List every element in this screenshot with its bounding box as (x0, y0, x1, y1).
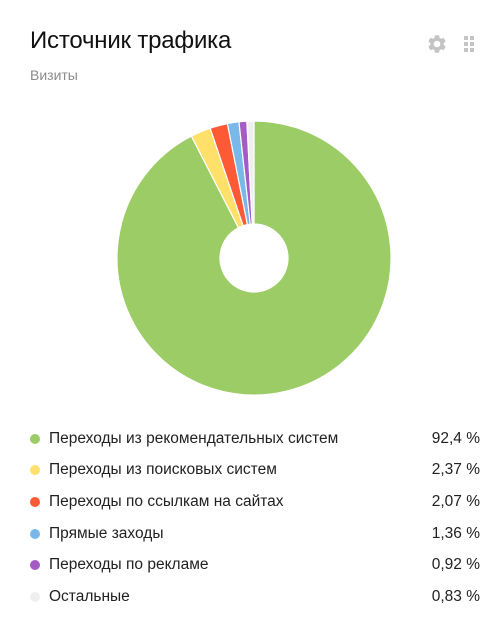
legend-label: Переходы из поисковых систем (49, 461, 277, 479)
legend-value: 1,36 % (431, 524, 480, 542)
legend-item[interactable]: Прямые заходы 1,36 % (30, 518, 480, 550)
pie-slice-5[interactable] (246, 120, 255, 225)
pie-slice-0[interactable] (116, 120, 392, 396)
legend-value: 0,92 % (431, 556, 480, 574)
legend-value: 2,37 % (431, 461, 480, 479)
legend-item[interactable]: Переходы из рекомендательных систем 92,4 … (30, 423, 480, 455)
legend-label: Остальные (49, 587, 130, 605)
legend-value: 0,83 % (431, 587, 480, 605)
legend-label: Переходы по ссылкам на сайтах (49, 492, 284, 510)
drag-handle-icon (464, 36, 474, 52)
legend-item[interactable]: Остальные 0,83 % (30, 581, 480, 613)
gear-icon (428, 35, 446, 53)
widget-subtitle: Визиты (30, 67, 78, 83)
legend-item[interactable]: Переходы из поисковых систем 2,37 % (30, 455, 480, 487)
legend-label: Переходы из рекомендательных систем (49, 429, 339, 447)
legend-item[interactable]: Переходы по рекламе 0,92 % (30, 549, 480, 581)
legend-value: 92,4 % (431, 429, 480, 447)
legend-dot-icon (30, 591, 40, 602)
legend-dot-icon (30, 528, 40, 539)
widget-toolbar (426, 33, 480, 55)
drag-handle-button[interactable] (458, 33, 480, 55)
legend-dot-icon (30, 433, 40, 444)
legend-dot-icon (30, 496, 40, 507)
donut-chart (116, 120, 392, 396)
legend-dot-icon (30, 465, 40, 476)
settings-button[interactable] (426, 33, 448, 55)
legend-label: Переходы по рекламе (49, 556, 209, 574)
chart-legend: Переходы из рекомендательных систем 92,4 … (30, 423, 480, 613)
legend-label: Прямые заходы (49, 524, 164, 542)
legend-value: 2,07 % (431, 492, 480, 510)
widget-title: Источник трафика (30, 27, 232, 54)
legend-item[interactable]: Переходы по ссылкам на сайтах 2,07 % (30, 486, 480, 518)
legend-dot-icon (30, 560, 40, 571)
